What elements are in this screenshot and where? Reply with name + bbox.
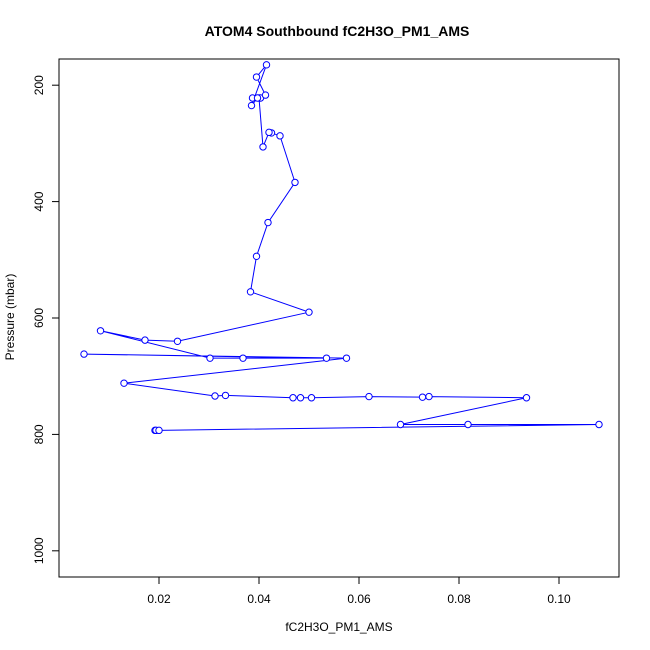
x-tick-label: 0.02 <box>147 592 171 606</box>
data-point <box>173 337 182 345</box>
data-point <box>246 288 255 296</box>
y-tick-label: 800 <box>32 424 46 444</box>
series-line <box>83 64 600 431</box>
y-tick-label: 1000 <box>32 537 46 564</box>
data-point <box>253 94 262 102</box>
data-point <box>305 308 313 316</box>
data-point <box>289 394 297 402</box>
data-point <box>276 132 284 140</box>
data-point <box>296 394 305 402</box>
data-point <box>425 392 433 401</box>
data-point <box>262 61 271 69</box>
data-point <box>252 73 261 81</box>
x-tick-label: 0.06 <box>347 592 371 606</box>
data-point <box>365 392 373 401</box>
data-point <box>396 420 405 429</box>
plot-frame <box>58 58 620 578</box>
data-point <box>342 354 351 362</box>
x-tick-label: 0.04 <box>247 592 271 606</box>
data-point <box>522 394 531 402</box>
y-tick-label: 200 <box>32 75 46 95</box>
x-axis: 0.02 0.04 0.06 0.08 0.10 <box>147 576 571 606</box>
data-point <box>80 350 88 358</box>
data-point <box>264 218 272 227</box>
data-point <box>418 393 427 401</box>
data-point <box>307 394 316 402</box>
x-tick-label: 0.10 <box>547 592 571 606</box>
data-point <box>239 354 247 362</box>
data-point <box>96 327 105 335</box>
y-tick-label: 600 <box>32 308 46 328</box>
data-point <box>595 420 603 429</box>
data-point <box>120 379 128 387</box>
y-tick-label: 400 <box>32 191 46 211</box>
y-axis: 200 400 600 800 1000 <box>32 75 60 564</box>
data-point <box>261 91 270 99</box>
chart-title: ATOM4 Southbound fC2H3O_PM1_AMS <box>205 23 470 39</box>
data-point <box>322 354 331 362</box>
y-axis-label: Pressure (mbar) <box>3 274 17 361</box>
data-point <box>252 252 261 261</box>
data-point <box>291 178 299 187</box>
data-point <box>464 420 472 429</box>
data-point <box>141 336 149 344</box>
data-point <box>211 392 219 400</box>
data-point <box>221 391 230 400</box>
x-tick-label: 0.08 <box>447 592 471 606</box>
series-layer <box>80 61 603 435</box>
data-point <box>247 101 256 110</box>
data-point <box>265 128 273 137</box>
data-point <box>155 426 163 435</box>
data-point <box>259 143 267 151</box>
data-point <box>206 354 214 362</box>
x-axis-label: fC2H3O_PM1_AMS <box>285 620 392 634</box>
